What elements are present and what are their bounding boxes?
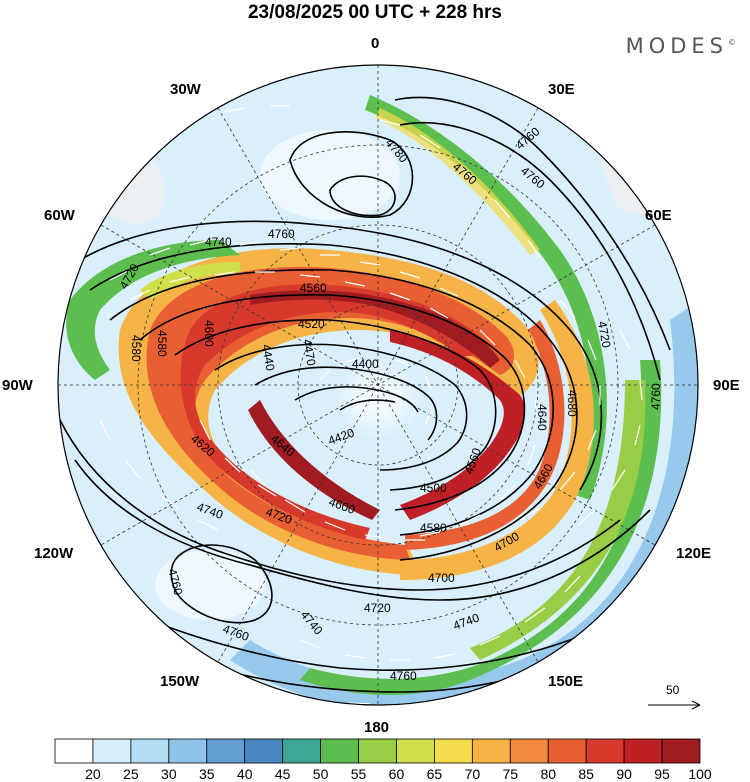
colorbar-swatch <box>661 738 701 764</box>
colorbar-swatch <box>396 738 435 764</box>
colorbar-tick-label: 20 <box>85 766 101 782</box>
colorbar-swatch <box>282 738 321 764</box>
contour-label: 4580 <box>129 335 143 362</box>
contour-label: 4720 <box>364 601 391 615</box>
colorbar-swatch <box>623 738 663 764</box>
lon-label-30w: 30W <box>170 81 202 98</box>
brand-logo: MODES© <box>626 34 736 58</box>
colorbar-tick-label: 40 <box>237 766 253 782</box>
contour-label: 4580 <box>155 330 169 357</box>
colorbar-tick-label: 80 <box>540 766 556 782</box>
contour-label: 4640 <box>535 404 549 431</box>
colorbar-tick-label: 50 <box>313 766 329 782</box>
colorbar-swatch <box>54 738 94 764</box>
brand-name: MODES <box>625 34 728 58</box>
colorbar-tick-label: 55 <box>351 766 367 782</box>
contour-label: 4470 <box>300 338 318 367</box>
colorbar-swatch <box>168 738 208 764</box>
lon-label-150w: 150W <box>160 673 200 690</box>
colorbar-tick-label: 90 <box>616 766 632 782</box>
contour-label: 4400 <box>352 357 379 371</box>
reference-vector-label: 50 <box>666 683 680 697</box>
contour-label: 4560 <box>300 281 327 295</box>
colorbar-tick-label: 85 <box>578 766 594 782</box>
colorbar-tick-label: 70 <box>465 766 481 782</box>
colorbar-swatch <box>509 738 549 764</box>
contour-label: 4700 <box>428 571 455 585</box>
chart-title: 23/08/2025 00 UTC + 228 hrs <box>247 2 503 23</box>
contour-label: 4500 <box>420 481 447 495</box>
colorbar-swatch <box>244 738 284 764</box>
height-contours <box>59 96 686 693</box>
colorbar-swatch <box>206 738 246 764</box>
contour-label-group: 4780 4760 4760 4760 4740 4760 4720 4560 … <box>116 124 663 683</box>
lon-label-150e: 150E <box>548 673 583 690</box>
contour-label: 4760 <box>649 383 663 410</box>
colorbar-tick-label: 30 <box>161 766 177 782</box>
reference-vector-head <box>691 700 701 710</box>
colorbar-swatch <box>130 738 170 764</box>
contour-label: 4760 <box>390 669 417 683</box>
colorbar-tick-label: 35 <box>199 766 215 782</box>
colorbar-tick-label: 75 <box>503 766 519 782</box>
colorbar-swatch <box>471 738 511 764</box>
lon-label-120w: 120W <box>34 545 74 562</box>
colorbar-tick-label: 60 <box>389 766 405 782</box>
colorbar-swatch <box>434 738 473 764</box>
colorbar-swatch <box>358 738 397 764</box>
lon-label-30e: 30E <box>548 81 575 98</box>
lon-label-180: 180 <box>364 719 389 736</box>
colorbar-swatch <box>92 738 132 764</box>
brand-mark: © <box>728 38 736 47</box>
wind-streamlines <box>99 105 643 705</box>
contour-label: 4740 <box>205 235 232 249</box>
colorbar-swatch <box>585 738 625 764</box>
longitude-labels: 0 30E 60E 90E 120E 150E 180 150W 120W 90… <box>2 35 740 736</box>
lon-label-0: 0 <box>371 35 379 52</box>
contour-label: 4760 <box>165 567 186 597</box>
colorbar-tick-label: 25 <box>123 766 139 782</box>
contour-label: 4600 <box>202 320 216 347</box>
contour-label: 4580 <box>420 521 447 535</box>
lon-label-60w: 60W <box>44 207 76 224</box>
contour-label: 4440 <box>259 343 277 372</box>
lon-label-60e: 60E <box>645 207 672 224</box>
lon-label-90w: 90W <box>2 377 34 394</box>
colorbar-tick-label: 45 <box>275 766 291 782</box>
colorbar-swatch <box>547 738 587 764</box>
contour-label: 4760 <box>268 227 295 241</box>
colorbar-tick-label: 95 <box>654 766 670 782</box>
graticule <box>58 65 698 705</box>
contour-label: 4680 <box>565 390 579 417</box>
contour-label: 4520 <box>298 317 325 331</box>
colorbar-swatch <box>320 738 359 764</box>
colorbar: 20 25 30 35 40 45 50 55 60 65 70 75 80 85 90 95 100 <box>54 738 712 782</box>
colorbar-tick-label: 100 <box>688 766 712 782</box>
reference-vector: 50 <box>648 683 701 710</box>
lon-label-120e: 120E <box>676 545 711 562</box>
lon-label-90e: 90E <box>713 377 740 394</box>
contour-label: 4720 <box>595 320 613 349</box>
colorbar-tick-label: 65 <box>427 766 443 782</box>
map-boundary <box>57 64 699 706</box>
